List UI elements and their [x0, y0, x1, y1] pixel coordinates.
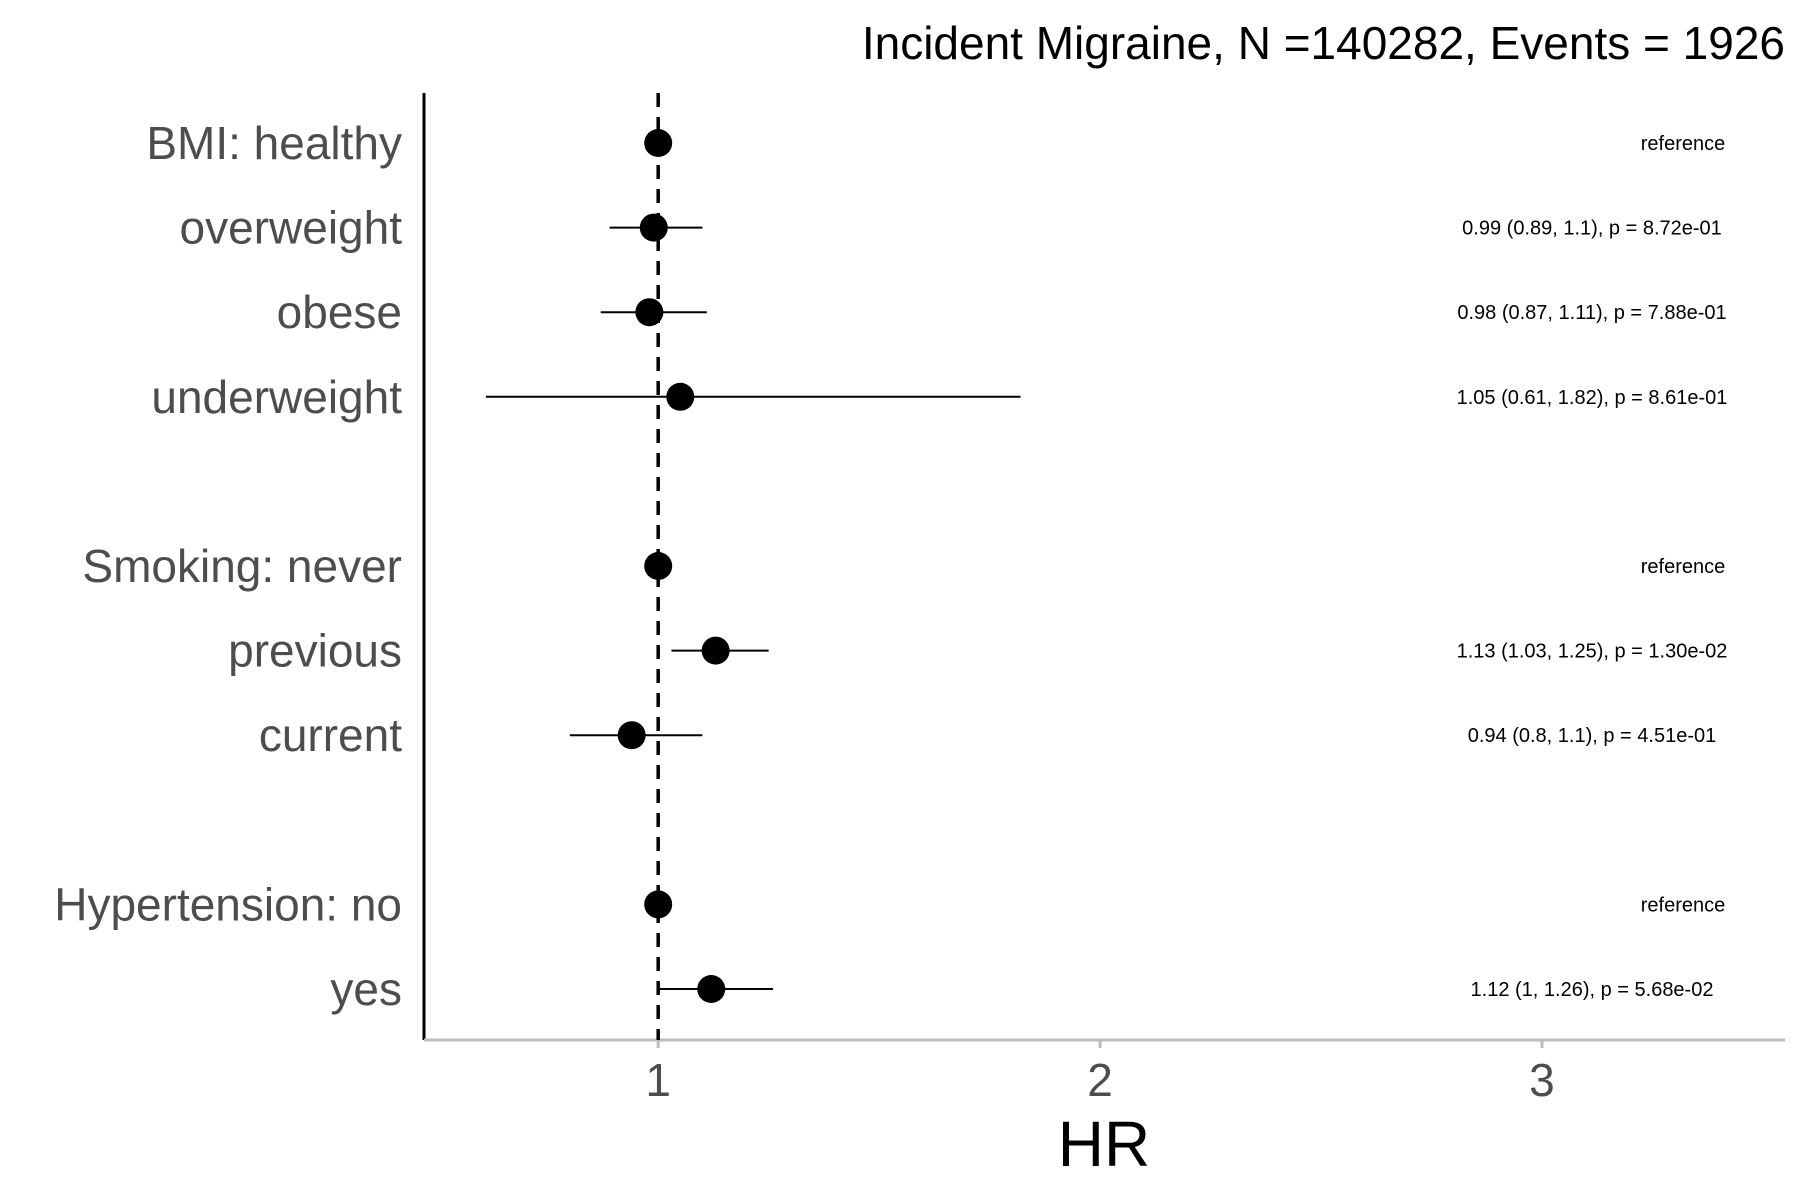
row-label: Hypertension: no	[54, 878, 402, 930]
hr-annotation: 1.05 (0.61, 1.82), p = 8.61e-01	[1457, 387, 1728, 409]
row-label: underweight	[151, 371, 402, 423]
hr-annotation: reference	[1641, 894, 1726, 916]
x-tick-label: 2	[1087, 1054, 1113, 1106]
hr-point	[697, 975, 726, 1003]
hr-annotation: 1.12 (1, 1.26), p = 5.68e-02	[1471, 979, 1714, 1001]
hr-point	[644, 129, 673, 157]
row-label: BMI: healthy	[146, 117, 402, 169]
hr-point	[701, 636, 730, 665]
x-ticks: 1 2 3	[645, 1040, 1555, 1106]
row-label: overweight	[180, 202, 403, 254]
row-labels: BMI: healthy overweight obese underweight Sm…	[54, 117, 402, 1015]
hr-annotation: 0.99 (0.89, 1.1), p = 8.72e-01	[1462, 218, 1722, 240]
hr-point	[644, 552, 673, 580]
x-tick-label: 3	[1529, 1054, 1555, 1106]
x-axis-title: HR	[1058, 1108, 1150, 1180]
hr-annotation: reference	[1641, 556, 1726, 578]
hr-annotation: reference	[1641, 133, 1726, 155]
x-tick-label: 1	[645, 1054, 671, 1106]
hr-annotation: 0.94 (0.8, 1.1), p = 4.51e-01	[1468, 725, 1717, 747]
hr-annotation: 0.98 (0.87, 1.11), p = 7.88e-01	[1457, 302, 1726, 324]
hr-point	[617, 721, 646, 750]
confidence-intervals	[485, 226, 1021, 990]
hr-point	[666, 382, 695, 411]
row-label: previous	[228, 625, 402, 677]
row-label: current	[259, 709, 402, 761]
row-label: obese	[277, 286, 402, 338]
hr-point	[635, 298, 664, 327]
hr-point	[644, 890, 673, 919]
hr-points	[617, 129, 730, 1003]
annotations: reference 0.99 (0.89, 1.1), p = 8.72e-01 0…	[1457, 133, 1728, 1001]
chart-title: Incident Migraine, N =140282, Events = 1…	[862, 17, 1785, 69]
row-label: yes	[330, 963, 402, 1015]
hr-annotation: 1.13 (1.03, 1.25), p = 1.30e-02	[1457, 641, 1728, 663]
row-label: Smoking: never	[82, 540, 402, 592]
hr-point	[639, 213, 668, 242]
